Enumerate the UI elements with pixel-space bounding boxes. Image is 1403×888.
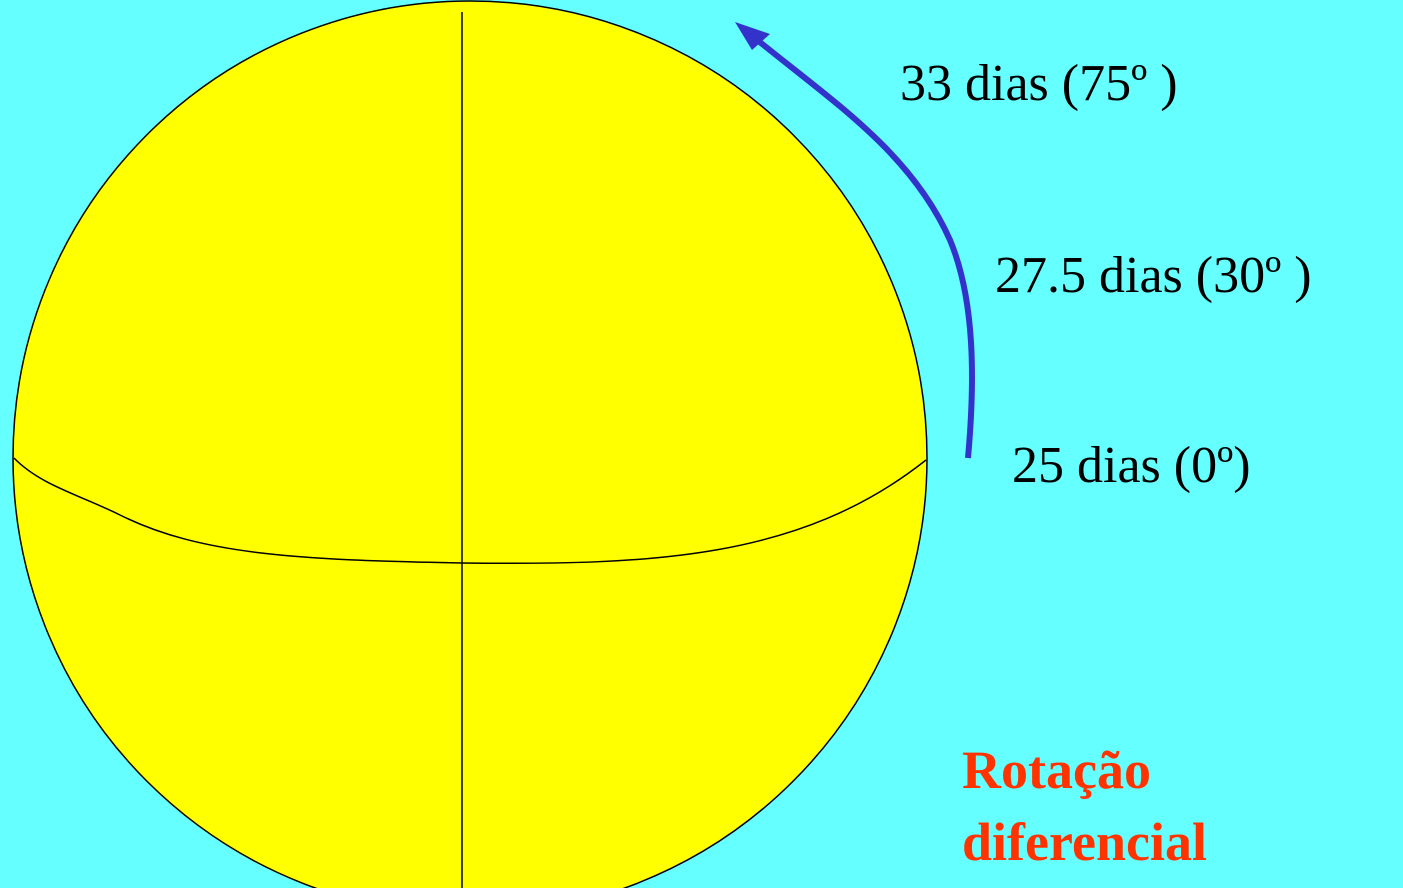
sun: [13, 1, 927, 888]
label-30: 27.5 dias (30º ): [995, 247, 1312, 304]
label-0: 25 dias (0º): [1012, 437, 1251, 494]
title-line: diferencial: [962, 812, 1207, 872]
label-75: 33 dias (75º ): [900, 55, 1178, 112]
title-line: Rotação: [962, 740, 1151, 800]
diagram: 33 dias (75º ) 27.5 dias (30º ) 25 dias …: [0, 0, 1403, 888]
page: 33 dias (75º ) 27.5 dias (30º ) 25 dias …: [0, 0, 1403, 888]
